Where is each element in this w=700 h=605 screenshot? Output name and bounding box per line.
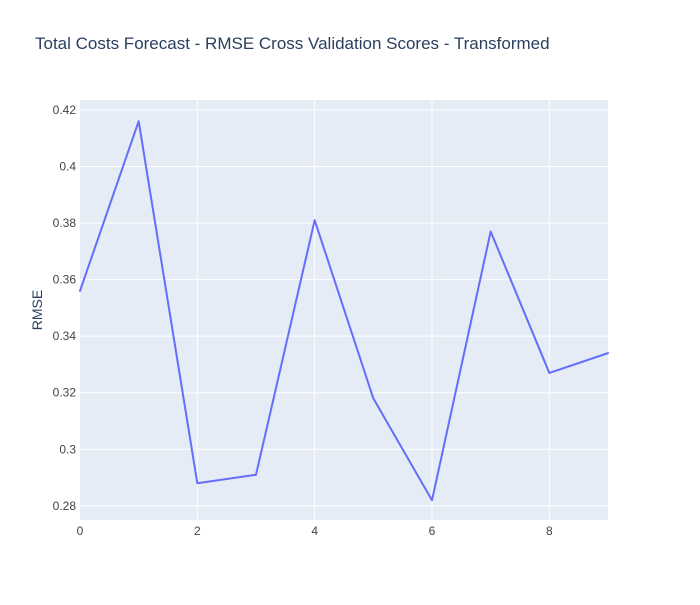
- y-tick-labels: 0.28 0.3 0.32 0.34 0.36 0.38 0.4 0.42: [53, 103, 77, 513]
- series-line: [79, 120, 609, 502]
- x-gridlines: [196, 100, 550, 520]
- y-tick-label: 0.28: [53, 499, 77, 513]
- chart-title: Total Costs Forecast - RMSE Cross Valida…: [35, 34, 550, 53]
- y-tick-label: 0.42: [53, 103, 77, 117]
- x-tick-label: 8: [546, 524, 553, 538]
- x-tick-label: 4: [311, 524, 318, 538]
- y-tick-label: 0.3: [59, 442, 76, 456]
- x-tick-label: 0: [77, 524, 84, 538]
- y-tick-label: 0.38: [53, 216, 77, 230]
- y-tick-label: 0.32: [53, 386, 77, 400]
- x-tick-label: 2: [194, 524, 201, 538]
- y-tick-label: 0.4: [59, 159, 76, 173]
- x-tick-labels: 0 2 4 6 8: [77, 524, 553, 538]
- series-layer: [79, 120, 609, 502]
- y-axis-label: RMSE: [29, 290, 45, 330]
- y-gridlines: [80, 109, 608, 507]
- y-tick-label: 0.36: [53, 273, 77, 287]
- x-tick-label: 6: [429, 524, 436, 538]
- y-tick-label: 0.34: [53, 329, 77, 343]
